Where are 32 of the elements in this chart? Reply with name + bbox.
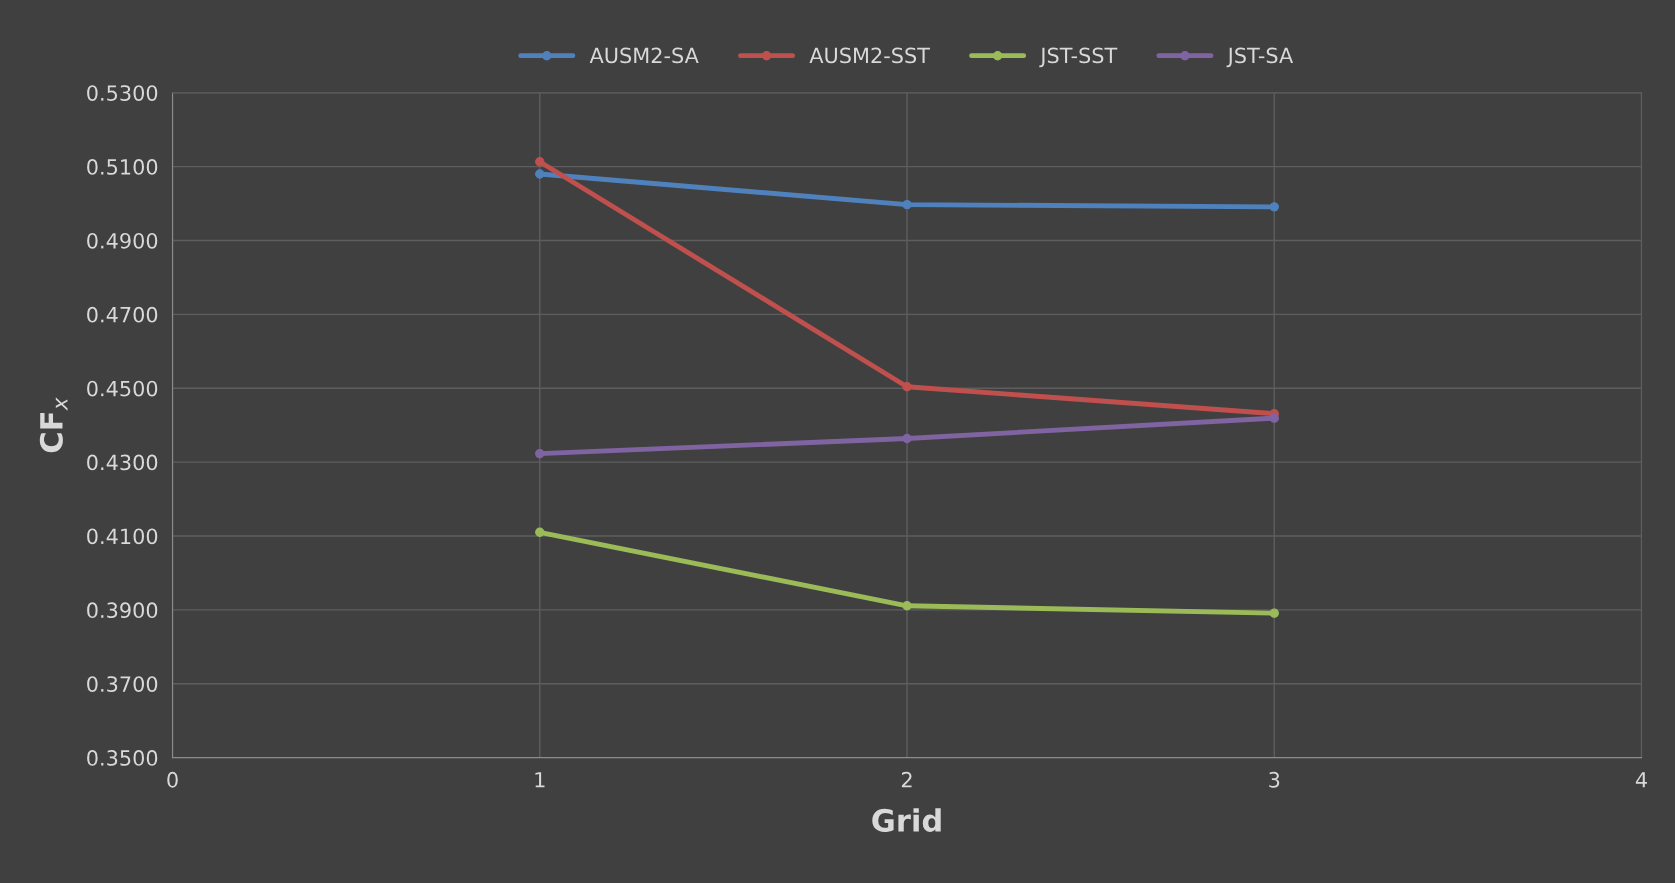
point <box>902 382 912 392</box>
point <box>1269 413 1279 423</box>
x-axis-title: Grid <box>872 808 941 832</box>
y-tick-label: 0.5300 <box>87 85 158 101</box>
legend-label: JST-SST <box>1039 47 1118 68</box>
x-tick-label: 0 <box>167 771 178 788</box>
point <box>535 527 545 537</box>
point <box>902 433 912 444</box>
point <box>902 601 912 611</box>
y-tick-label: 0.4300 <box>87 454 158 471</box>
y-tick-label: 0.3700 <box>87 676 158 692</box>
legend-label: AUSM2-SA <box>589 47 699 64</box>
y-tick-label: 0.3900 <box>87 602 158 619</box>
point <box>535 157 545 167</box>
y-tick-label: 0.4700 <box>87 306 158 323</box>
y-tick-label: 0.3500 <box>87 750 158 766</box>
y-axis-title: CF$_{x}$ <box>39 397 68 453</box>
x-tick-label: 3 <box>1269 771 1280 788</box>
point <box>902 199 912 210</box>
point <box>1269 608 1279 618</box>
y-tick-label: 0.4900 <box>87 232 158 249</box>
legend-label: JST-SA <box>1226 47 1294 68</box>
x-tick-label: 1 <box>535 772 545 788</box>
point <box>535 169 545 179</box>
y-tick-label: 0.5100 <box>87 159 158 175</box>
legend-label: AUSM2-SST <box>809 47 930 64</box>
x-tick-label: 4 <box>1635 772 1647 788</box>
x-tick-label: 2 <box>901 771 912 788</box>
point <box>1269 202 1279 212</box>
point <box>535 448 545 459</box>
y-tick-label: 0.4100 <box>87 528 158 545</box>
y-tick-label: 0.4500 <box>87 380 158 397</box>
